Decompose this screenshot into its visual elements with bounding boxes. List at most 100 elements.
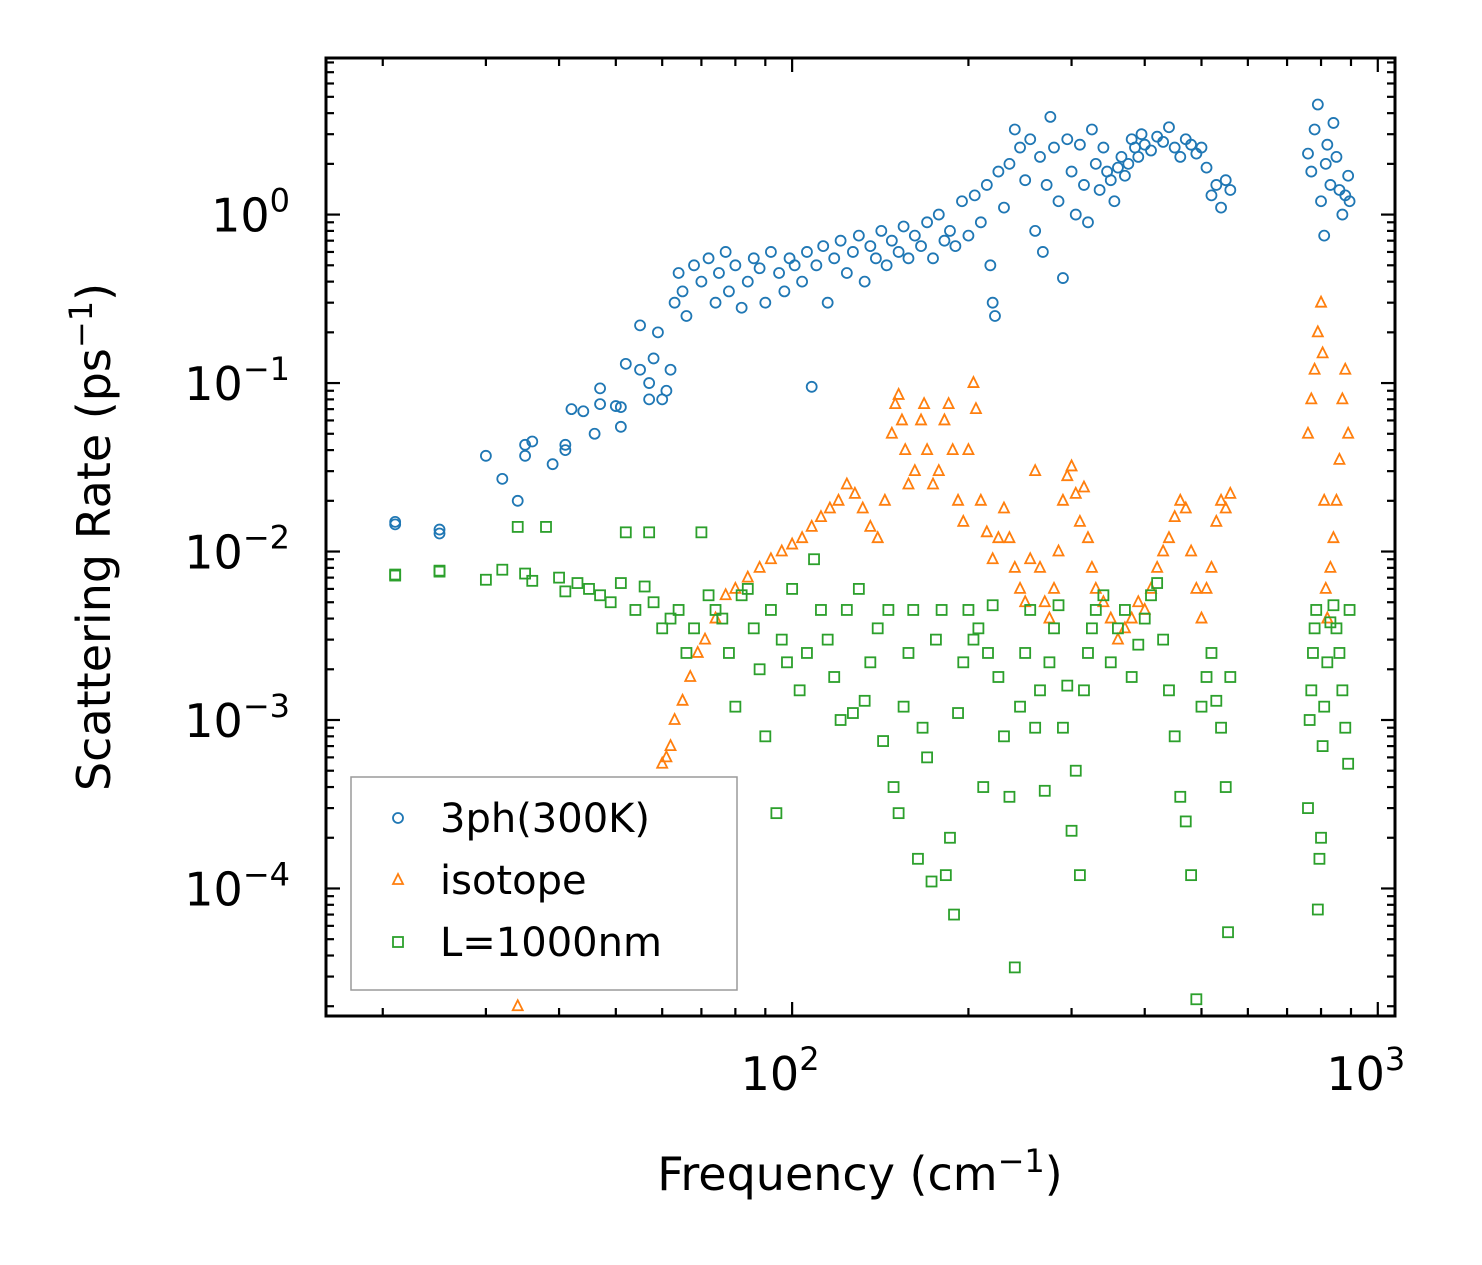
- data-point: [877, 735, 889, 747]
- data-point: [479, 573, 492, 586]
- data-point: [1061, 679, 1074, 692]
- series-0: [389, 98, 1356, 540]
- data-point: [553, 571, 565, 584]
- y-tick-label: 10−4: [184, 855, 290, 916]
- data-point: [972, 622, 985, 635]
- data-point: [962, 604, 975, 616]
- data-point: [713, 267, 725, 279]
- data-point: [892, 246, 905, 258]
- data-point: [676, 692, 690, 706]
- data-point: [1342, 757, 1355, 770]
- data-point: [920, 442, 934, 455]
- data-point: [1104, 610, 1118, 624]
- legend-entry: isotope: [391, 858, 587, 904]
- data-point: [882, 604, 895, 616]
- data-point: [1013, 580, 1027, 594]
- data-point: [834, 714, 847, 726]
- data-point: [1089, 157, 1102, 170]
- data-point: [672, 267, 685, 279]
- legend-label: L=1000nm: [440, 920, 662, 966]
- data-point: [540, 521, 552, 533]
- series-2: [389, 521, 1356, 1006]
- data-point: [980, 179, 993, 191]
- data-point: [1222, 926, 1234, 939]
- data-point: [735, 589, 748, 602]
- data-point: [594, 398, 606, 411]
- data-point: [1168, 509, 1182, 523]
- data-point: [1318, 229, 1331, 242]
- legend-entry: L=1000nm: [392, 920, 662, 966]
- data-point: [1125, 610, 1139, 624]
- data-point: [680, 310, 693, 322]
- data-point: [917, 396, 931, 410]
- circle-marker-icon: [392, 812, 404, 824]
- data-point: [1174, 790, 1187, 803]
- data-point: [1163, 684, 1175, 697]
- data-point: [719, 587, 733, 601]
- data-point: [1308, 361, 1322, 375]
- square-marker-icon: [392, 936, 404, 948]
- data-point: [1342, 169, 1355, 182]
- data-point: [747, 252, 760, 265]
- data-point: [864, 656, 877, 669]
- legend: 3ph(300K) isotope L=1000nm: [350, 776, 738, 991]
- data-point: [729, 700, 742, 713]
- data-point: [614, 577, 627, 589]
- data-point: [968, 189, 981, 202]
- data-point: [885, 425, 899, 439]
- data-point: [1014, 141, 1026, 154]
- data-point: [878, 492, 892, 506]
- data-point: [1036, 246, 1049, 258]
- data-point: [1034, 150, 1046, 163]
- x-axis-label: Frequency (cm−1): [657, 1142, 1062, 1201]
- data-point: [519, 449, 531, 462]
- data-point: [594, 589, 606, 602]
- data-point: [1122, 157, 1135, 170]
- data-point: [984, 259, 997, 272]
- data-point: [1108, 195, 1121, 208]
- data-point: [885, 234, 898, 247]
- data-point: [1008, 961, 1021, 974]
- data-point: [1119, 604, 1131, 616]
- data-point: [793, 684, 806, 697]
- data-point: [926, 476, 940, 490]
- data-point: [1210, 694, 1223, 707]
- data-point: [887, 781, 900, 793]
- data-point: [1335, 391, 1349, 405]
- data-point: [916, 721, 929, 734]
- data-point: [765, 604, 777, 616]
- data-point: [871, 622, 884, 635]
- data-point: [1324, 616, 1337, 629]
- data-point: [702, 252, 715, 265]
- data-point: [519, 438, 531, 451]
- data-point: [1024, 604, 1037, 616]
- data-point: [977, 781, 990, 793]
- data-point: [1343, 195, 1356, 208]
- data-point: [1156, 543, 1170, 557]
- data-point: [863, 518, 877, 532]
- data-point: [571, 577, 584, 589]
- data-point: [914, 412, 928, 426]
- data-point: [1019, 174, 1032, 187]
- data-point: [1336, 208, 1349, 221]
- data-point: [1163, 121, 1175, 134]
- data-point: [609, 400, 622, 412]
- data-point: [559, 444, 572, 456]
- data-point: [753, 262, 766, 275]
- data-point: [1078, 684, 1090, 697]
- data-point: [1307, 647, 1319, 659]
- data-point: [1316, 345, 1330, 359]
- data-point: [942, 396, 956, 410]
- data-point: [834, 234, 847, 247]
- data-point: [659, 749, 673, 763]
- data-point: [1040, 179, 1053, 191]
- data-point: [1308, 123, 1321, 136]
- data-point: [1324, 179, 1337, 191]
- data-point: [1179, 815, 1192, 828]
- data-point: [634, 319, 646, 332]
- data-point: [974, 216, 987, 229]
- data-point: [647, 596, 660, 609]
- data-point: [944, 831, 956, 844]
- data-point: [967, 633, 980, 646]
